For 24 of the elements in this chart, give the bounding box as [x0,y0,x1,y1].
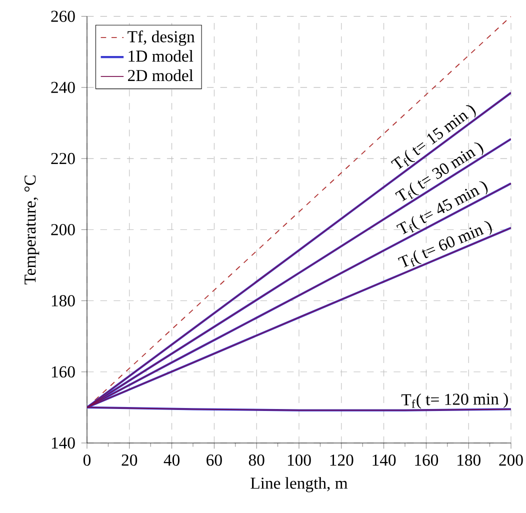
x-axis-title: Line length, m [250,477,348,492]
y-tick-label: 200 [51,224,75,236]
x-tick-label: 80 [248,454,264,466]
x-tick-label: 20 [122,454,138,466]
y-tick-label: 180 [52,295,75,306]
x-tick-label: 200 [499,454,523,466]
legend-label: 2D model [128,69,194,82]
x-tick-label: 60 [206,454,222,466]
legend-label: Tf, design [128,30,195,46]
x-tick-label: 160 [415,454,438,466]
y-tick-label: 140 [52,437,75,449]
y-tick-label: 220 [51,152,75,164]
annotation: T$_{f}$( t= 120 min ) [401,392,508,409]
y-axis-title: Temperature, °C [24,176,40,284]
x-tick-label: 0 [83,454,91,466]
x-tick-label: 40 [164,454,180,466]
y-tick-label: 240 [51,82,75,94]
x-tick-label: 100 [288,454,311,466]
legend-label: 1D model [128,50,194,62]
y-tick-label: 160 [52,366,75,378]
x-tick-label: 140 [372,454,396,466]
x-tick-label: 180 [458,454,480,466]
y-tick-label: 260 [51,10,75,22]
x-tick-label: 120 [330,454,354,466]
